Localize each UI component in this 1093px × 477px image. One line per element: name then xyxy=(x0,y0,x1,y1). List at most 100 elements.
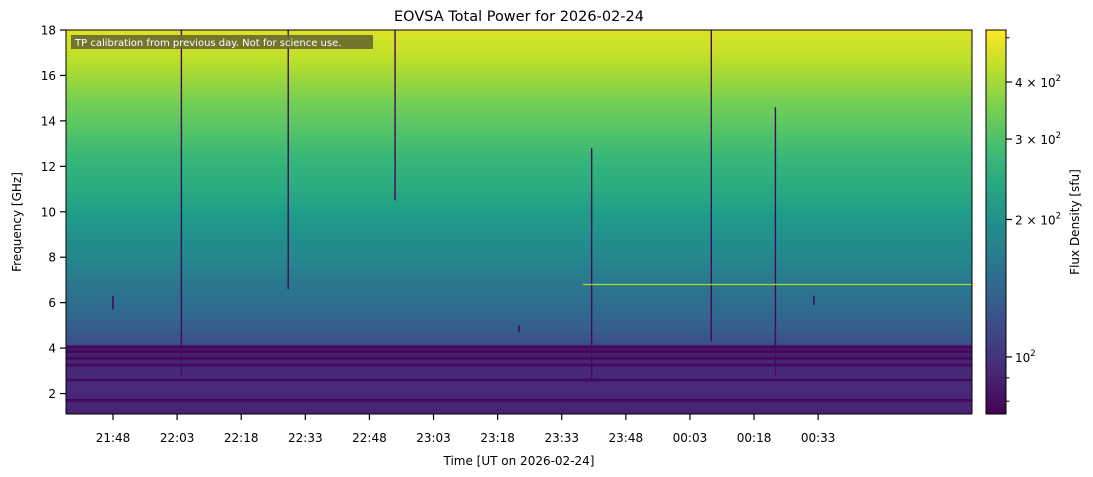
y-axis-label: Frequency [GHz] xyxy=(10,172,24,272)
spectrogram-row xyxy=(66,83,972,86)
spectrogram-row xyxy=(66,407,972,409)
dark-band xyxy=(66,356,972,360)
spectrogram-row xyxy=(66,304,972,307)
x-tick-label: 23:03 xyxy=(416,431,451,445)
spectrogram-row xyxy=(66,332,972,334)
spectrogram-row xyxy=(66,237,972,240)
spectrogram-row xyxy=(66,91,972,94)
spectrogram-row xyxy=(66,136,972,139)
spectrogram-row xyxy=(66,266,972,269)
spectrogram-row xyxy=(66,101,972,104)
spectrogram-row xyxy=(66,246,972,249)
y-tick-label: 14 xyxy=(41,114,56,128)
spectrogram-row xyxy=(66,67,972,70)
spectrogram-row xyxy=(66,268,972,271)
colorbar-tick-label: 3 × 102 xyxy=(1015,131,1061,147)
spectrogram-row xyxy=(66,394,972,397)
spectrogram-row xyxy=(66,318,972,321)
spectrogram-row xyxy=(66,373,972,375)
spectrogram-row xyxy=(66,52,972,55)
spectrogram-row xyxy=(66,285,972,288)
spectrogram-row xyxy=(66,267,972,270)
spectrogram-row xyxy=(66,311,972,314)
spectrogram-row xyxy=(66,161,972,164)
spectrogram-row xyxy=(66,99,972,102)
spectrogram-row xyxy=(66,74,972,77)
spectrogram-row xyxy=(66,370,972,373)
colorbar-tick-label: 4 × 102 xyxy=(1015,74,1061,90)
spectrogram-row xyxy=(66,261,972,264)
spectrogram-row xyxy=(66,306,972,308)
spectrogram-row xyxy=(66,275,972,278)
spectrogram-row xyxy=(66,218,972,221)
spectrogram-row xyxy=(66,258,972,261)
spectrogram-row xyxy=(66,276,972,279)
spectrogram-row xyxy=(66,79,972,82)
spectrogram-row xyxy=(66,339,972,341)
spectrogram-row xyxy=(66,202,972,205)
spectrogram-row xyxy=(66,295,972,298)
spectrogram-row xyxy=(66,291,972,294)
spectrogram-row xyxy=(66,289,972,291)
spectrogram-row xyxy=(66,349,972,351)
spectrogram-row xyxy=(66,122,972,124)
spectrogram-row xyxy=(66,135,972,138)
spectrogram-row xyxy=(66,179,972,182)
spectrogram-row xyxy=(66,381,972,383)
spectrogram-row xyxy=(66,393,972,396)
spectrogram-rows xyxy=(66,30,972,414)
spectrogram-row xyxy=(66,192,972,195)
spectrogram-row xyxy=(66,125,972,128)
x-tick-label: 23:48 xyxy=(609,431,644,445)
colorbar-label: Flux Density [sfu] xyxy=(1068,169,1082,275)
spectrogram-row xyxy=(66,131,972,133)
spectrogram-row xyxy=(66,384,972,387)
spectrogram-row xyxy=(66,375,972,378)
dark-band xyxy=(66,378,972,382)
spectrogram-row xyxy=(66,169,972,172)
spectrogram-row xyxy=(66,352,972,355)
spectrogram-row xyxy=(66,70,972,73)
spectrogram-row xyxy=(66,81,972,83)
spectrogram-row xyxy=(66,406,972,408)
spectrogram-row xyxy=(66,141,972,144)
spectrogram-row xyxy=(66,109,972,112)
spectrogram-row xyxy=(66,334,972,337)
spectrogram-row xyxy=(66,82,972,84)
spectrogram-row xyxy=(66,149,972,152)
spectrogram-row xyxy=(66,293,972,296)
spectrogram-row xyxy=(66,310,972,313)
spectrogram-row xyxy=(66,215,972,217)
spectrogram-row xyxy=(66,320,972,323)
spectrogram-row xyxy=(66,95,972,98)
spectrogram-row xyxy=(66,216,972,219)
spectrogram-row xyxy=(66,362,972,365)
spectrogram-row xyxy=(66,214,972,216)
dark-band xyxy=(66,363,972,367)
spectrogram-row xyxy=(66,207,972,209)
x-axis: 21:48 22:03 22:18 22:33 22:48 23:03 23:18 23:33… xyxy=(96,414,835,445)
spectrogram-row xyxy=(66,61,972,64)
spectrogram-row xyxy=(66,102,972,105)
spectrogram-row xyxy=(66,97,972,99)
spectrogram-row xyxy=(66,240,972,242)
spectrogram-row xyxy=(66,354,972,357)
spectrogram-row xyxy=(66,134,972,137)
spectrogram-row xyxy=(66,217,972,220)
spectrogram-row xyxy=(66,115,972,117)
spectrogram-row xyxy=(66,150,972,153)
spectrogram-row xyxy=(66,37,972,40)
spectrogram-row xyxy=(66,340,972,342)
spectrogram-row xyxy=(66,84,972,87)
spectrogram-row xyxy=(66,371,972,374)
y-tick-label: 8 xyxy=(48,251,56,265)
spectrogram-row xyxy=(66,157,972,159)
spectrogram-row xyxy=(66,127,972,130)
spectrogram-row xyxy=(66,51,972,54)
spectrogram-row xyxy=(66,292,972,295)
spectrogram-row xyxy=(66,220,972,223)
spectrogram-row xyxy=(66,283,972,286)
spectrogram-row xyxy=(66,177,972,180)
spectrogram-row xyxy=(66,54,972,57)
spectrogram-row xyxy=(66,402,972,405)
